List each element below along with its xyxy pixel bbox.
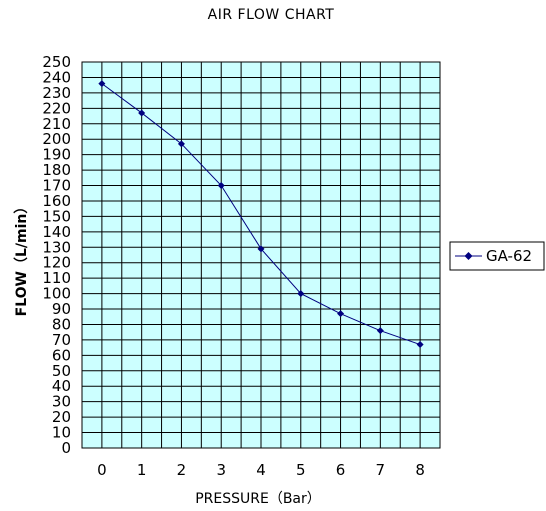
x-tick-label: 8 bbox=[415, 461, 425, 479]
data-point-marker bbox=[217, 182, 225, 190]
x-tick-label: 7 bbox=[376, 461, 386, 479]
y-tick-label: 190 bbox=[42, 146, 71, 164]
y-tick-label: 0 bbox=[61, 439, 71, 457]
y-tick-label: 240 bbox=[42, 68, 71, 86]
y-tick-label: 110 bbox=[42, 269, 71, 287]
series-ga-62 bbox=[98, 80, 424, 349]
data-point-marker bbox=[98, 80, 106, 88]
x-tick-label: 4 bbox=[256, 461, 266, 479]
y-tick-label: 180 bbox=[42, 161, 71, 179]
data-point-marker bbox=[337, 310, 345, 318]
y-axis-ticks: 0102030405060708090100110120130140150160… bbox=[42, 53, 71, 457]
y-tick-label: 90 bbox=[52, 300, 71, 318]
y-tick-label: 220 bbox=[42, 99, 71, 117]
x-tick-label: 3 bbox=[216, 461, 226, 479]
x-tick-label: 2 bbox=[177, 461, 187, 479]
y-axis-title: FLOW（L/min） bbox=[14, 200, 30, 317]
y-tick-label: 80 bbox=[52, 315, 71, 333]
grid-lines bbox=[81, 61, 441, 449]
y-tick-label: 170 bbox=[42, 177, 71, 195]
y-tick-label: 200 bbox=[42, 130, 71, 148]
y-tick-label: 20 bbox=[52, 408, 71, 426]
data-point-marker bbox=[297, 290, 305, 298]
y-tick-label: 130 bbox=[42, 238, 71, 256]
y-tick-label: 70 bbox=[52, 331, 71, 349]
x-axis-ticks: 0 1 2 3 4 5 6 7 8 bbox=[97, 461, 425, 479]
data-point-marker bbox=[257, 245, 265, 253]
y-tick-label: 120 bbox=[42, 254, 71, 272]
legend: GA-62 bbox=[449, 241, 545, 271]
y-tick-label: 250 bbox=[42, 53, 71, 71]
y-tick-label: 160 bbox=[42, 192, 71, 210]
y-tick-label: 100 bbox=[42, 285, 71, 303]
y-tick-label: 50 bbox=[52, 362, 71, 380]
y-tick-label: 150 bbox=[42, 207, 71, 225]
x-tick-label: 6 bbox=[336, 461, 346, 479]
x-tick-label: 0 bbox=[97, 461, 107, 479]
y-tick-label: 230 bbox=[42, 84, 71, 102]
y-tick-label: 30 bbox=[52, 393, 71, 411]
data-point-marker bbox=[177, 140, 185, 148]
legend-marker-swatch bbox=[464, 252, 473, 260]
y-tick-label: 210 bbox=[42, 115, 71, 133]
y-tick-label: 40 bbox=[52, 377, 71, 395]
data-point-marker bbox=[138, 109, 146, 117]
x-axis-title: PRESSURE（Bar） bbox=[195, 491, 321, 507]
data-point-marker bbox=[416, 341, 424, 349]
y-tick-label: 10 bbox=[52, 424, 71, 442]
y-tick-label: 140 bbox=[42, 223, 71, 241]
x-tick-label: 1 bbox=[137, 461, 147, 479]
x-tick-label: 5 bbox=[296, 461, 306, 479]
data-point-marker bbox=[376, 327, 384, 335]
legend-entry-ga-62: GA-62 bbox=[486, 247, 532, 265]
chart-title: AIR FLOW CHART bbox=[208, 7, 335, 23]
y-tick-label: 60 bbox=[52, 346, 71, 364]
